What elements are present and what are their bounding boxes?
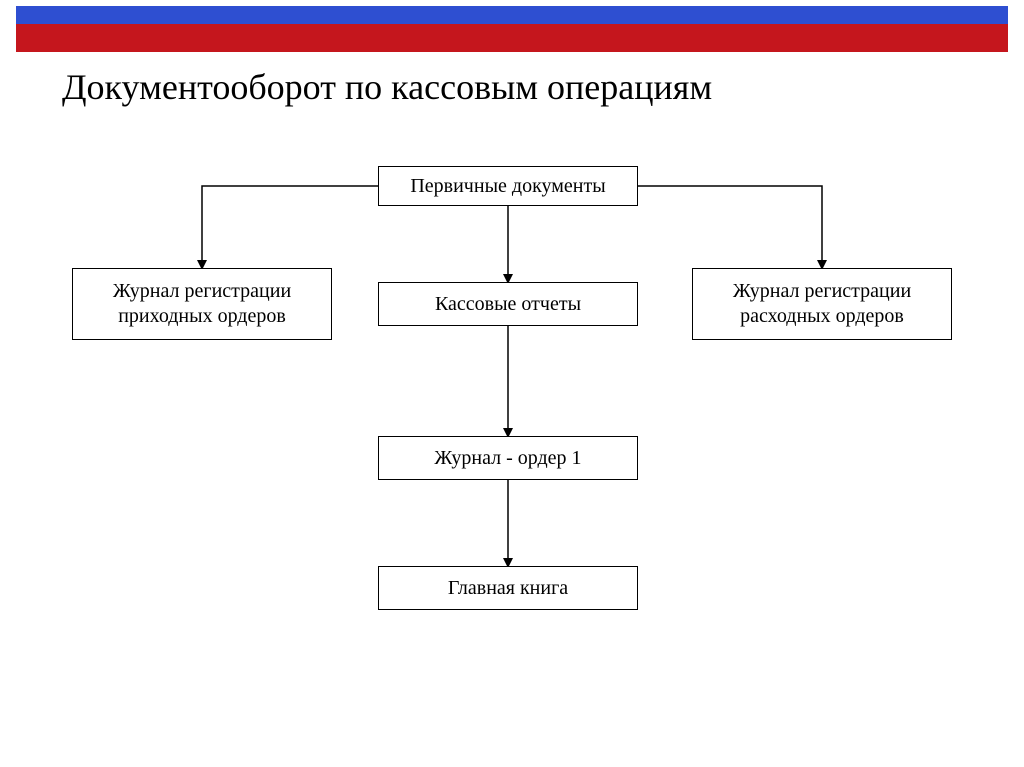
flowchart-edges	[0, 0, 1024, 767]
diagram-canvas: Документооборот по кассовым операциям Пе…	[0, 0, 1024, 767]
flowchart-node-n5: Журнал - ордер 1	[378, 436, 638, 480]
flowchart-node-n4: Журнал регистрации расходных ордеров	[692, 268, 952, 340]
flowchart-node-n1: Первичные документы	[378, 166, 638, 206]
flowchart-node-n2: Журнал регистрации приходных ордеров	[72, 268, 332, 340]
flowchart-node-n3: Кассовые отчеты	[378, 282, 638, 326]
flowchart-edge-n1-n4	[638, 186, 822, 268]
header-bar-blue	[16, 6, 1008, 24]
page-title: Документооборот по кассовым операциям	[62, 66, 712, 108]
header-bar-red	[16, 24, 1008, 52]
flowchart-node-n6: Главная книга	[378, 566, 638, 610]
flowchart-edge-n1-n2	[202, 186, 378, 268]
